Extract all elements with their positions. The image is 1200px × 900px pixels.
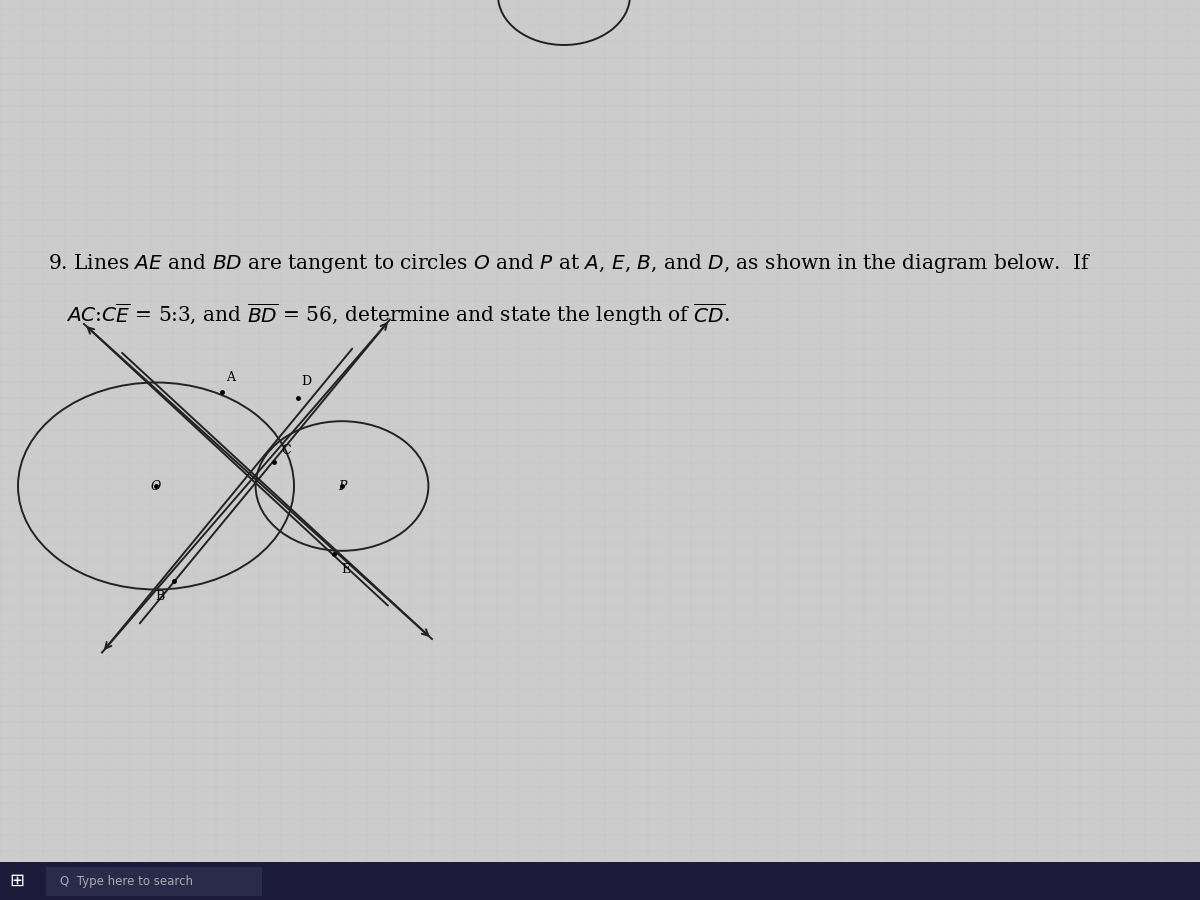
Text: $AC$:$C\overline{E}$ = 5:3, and $\overline{BD}$ = 56, determine and state the le: $AC$:$C\overline{E}$ = 5:3, and $\overli… (66, 302, 730, 328)
Text: C: C (281, 444, 290, 456)
Text: ⊞: ⊞ (10, 872, 25, 890)
Text: A: A (226, 371, 235, 383)
Text: B: B (155, 590, 164, 603)
Text: D: D (301, 375, 311, 388)
Text: P: P (338, 480, 346, 492)
Bar (0, 862, 1200, 900)
Text: 9. Lines $AE$ and $BD$ are tangent to circles $O$ and $P$ at $A$, $E$, $B$, and : 9. Lines $AE$ and $BD$ are tangent to ci… (48, 252, 1092, 275)
Text: O: O (151, 480, 161, 492)
Bar (46, 867, 262, 896)
Text: Q  Type here to search: Q Type here to search (60, 875, 193, 887)
Text: E: E (341, 563, 350, 576)
